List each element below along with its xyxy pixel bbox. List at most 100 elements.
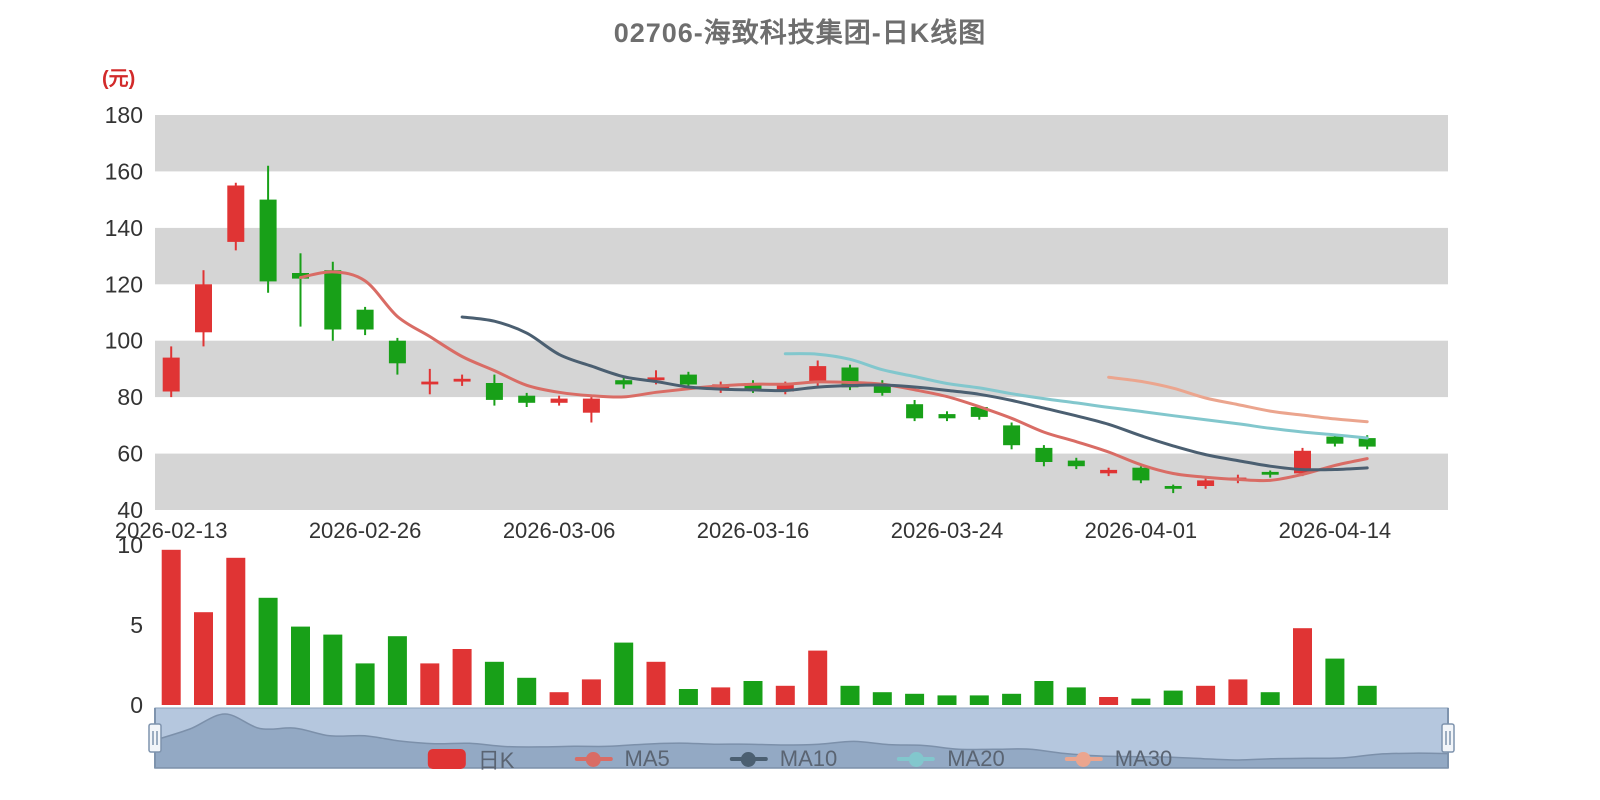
legend-item-label: 日K — [477, 748, 515, 773]
volume-bar[interactable] — [646, 661, 666, 705]
legend-item-label: MA20 — [947, 746, 1005, 771]
volume-bar[interactable] — [161, 549, 181, 705]
volume-bar[interactable] — [1163, 690, 1183, 705]
legend-item-daily-k[interactable]: 日K — [427, 743, 515, 775]
candle[interactable] — [550, 395, 568, 406]
volume-bar[interactable] — [775, 685, 795, 705]
volume-bar[interactable] — [1066, 687, 1086, 705]
volume-bar[interactable] — [452, 649, 472, 705]
volume-bar[interactable] — [226, 557, 246, 705]
candle[interactable] — [421, 368, 439, 395]
price-axis-tick-label: 60 — [117, 441, 143, 467]
navigator-right-handle[interactable] — [1441, 708, 1455, 768]
volume-bar[interactable] — [420, 663, 440, 705]
volume-bar[interactable] — [323, 634, 343, 705]
navigator-left-handle[interactable] — [148, 708, 162, 768]
volume-axis: 10 5 0 — [117, 532, 143, 718]
data-zoom-navigator[interactable] — [148, 707, 1455, 769]
candle[interactable] — [679, 371, 697, 388]
volume-bar[interactable] — [808, 650, 828, 705]
candle[interactable] — [1164, 484, 1182, 494]
volume-bar[interactable] — [1034, 681, 1054, 705]
line-legend-icon — [574, 749, 613, 769]
volume-bar[interactable] — [355, 663, 375, 705]
date-axis-tick-label: 2026-03-06 — [503, 518, 616, 543]
volume-bar[interactable] — [743, 681, 763, 705]
candle[interactable] — [615, 377, 633, 389]
volume-bars — [161, 549, 1377, 705]
candle[interactable] — [162, 346, 180, 398]
date-axis-tick-label: 2026-02-26 — [309, 518, 422, 543]
candle[interactable] — [485, 374, 503, 406]
volume-bar[interactable] — [872, 692, 892, 705]
candle[interactable] — [388, 337, 406, 375]
volume-bar[interactable] — [549, 692, 569, 705]
legend-item-label: MA30 — [1114, 746, 1173, 771]
legend-item-ma20[interactable]: MA20 — [897, 746, 1005, 772]
volume-bar[interactable] — [387, 636, 407, 705]
volume-bar[interactable] — [1196, 685, 1216, 705]
volume-bar[interactable] — [840, 685, 860, 705]
line-legend-icon — [1064, 749, 1103, 769]
volume-bar[interactable] — [711, 687, 731, 705]
date-axis-tick-label: 2026-04-01 — [1085, 518, 1198, 543]
navigator-series-silhouette — [154, 713, 1449, 769]
candle[interactable] — [1067, 457, 1085, 470]
candle[interactable] — [518, 392, 536, 407]
candle[interactable] — [227, 182, 245, 251]
volume-bar[interactable] — [517, 677, 537, 705]
price-axis: 180 160 140 120 100 80 60 40 — [105, 102, 143, 523]
volume-bar[interactable] — [1293, 628, 1312, 705]
volume-bar[interactable] — [1260, 692, 1280, 705]
candle[interactable] — [1100, 467, 1118, 477]
volume-bar[interactable] — [1357, 685, 1377, 705]
date-axis-tick-label: 2026-04-14 — [1279, 518, 1392, 543]
candle[interactable] — [1003, 422, 1021, 450]
ma10-line — [460, 315, 1369, 472]
price-axis-tick-label: 160 — [105, 158, 143, 184]
date-axis-tick-label: 2026-03-24 — [891, 518, 1004, 543]
candle[interactable] — [1294, 447, 1311, 477]
volume-bar[interactable] — [1228, 679, 1248, 705]
candle[interactable] — [324, 261, 342, 341]
candle[interactable] — [453, 374, 471, 386]
legend-item-ma5[interactable]: MA5 — [574, 746, 670, 772]
legend-item-ma10[interactable]: MA10 — [729, 746, 837, 772]
date-axis-tick-label: 2026-02-13 — [115, 518, 228, 543]
ma5-line — [299, 270, 1369, 483]
ma30-line — [1107, 375, 1369, 424]
volume-bar[interactable] — [194, 612, 213, 705]
candle[interactable] — [906, 400, 924, 422]
candle[interactable] — [356, 306, 374, 336]
candle[interactable] — [259, 165, 277, 293]
volume-bar[interactable] — [1325, 658, 1345, 705]
candle[interactable] — [292, 253, 309, 327]
volume-bar[interactable] — [484, 661, 504, 705]
candle[interactable] — [938, 411, 956, 422]
legend-item-ma30[interactable]: MA30 — [1064, 746, 1173, 772]
volume-bar[interactable] — [581, 679, 601, 705]
candle[interactable] — [582, 397, 600, 423]
candle[interactable] — [1261, 470, 1279, 478]
volume-bar[interactable] — [905, 693, 925, 705]
volume-bar[interactable] — [614, 642, 634, 705]
candle[interactable] — [1197, 477, 1215, 489]
volume-axis-tick-label: 10 — [117, 532, 143, 558]
candle[interactable] — [1035, 445, 1053, 467]
volume-bar[interactable] — [258, 597, 278, 705]
candle[interactable] — [1132, 466, 1150, 484]
volume-bar[interactable] — [678, 689, 698, 705]
volume-bar[interactable] — [291, 626, 310, 705]
line-legend-icon — [729, 749, 768, 769]
volume-bar[interactable] — [1002, 693, 1022, 705]
candle[interactable] — [195, 270, 212, 347]
price-axis-tick-label: 100 — [105, 328, 143, 354]
volume-bar[interactable] — [1099, 697, 1119, 705]
volume-axis-tick-label: 0 — [130, 692, 143, 718]
volume-bar[interactable] — [1131, 698, 1151, 705]
volume-bar[interactable] — [969, 695, 989, 705]
legend: 日K MA5 MA10 MA20 MA30 — [427, 743, 1173, 775]
volume-bar[interactable] — [937, 695, 957, 705]
